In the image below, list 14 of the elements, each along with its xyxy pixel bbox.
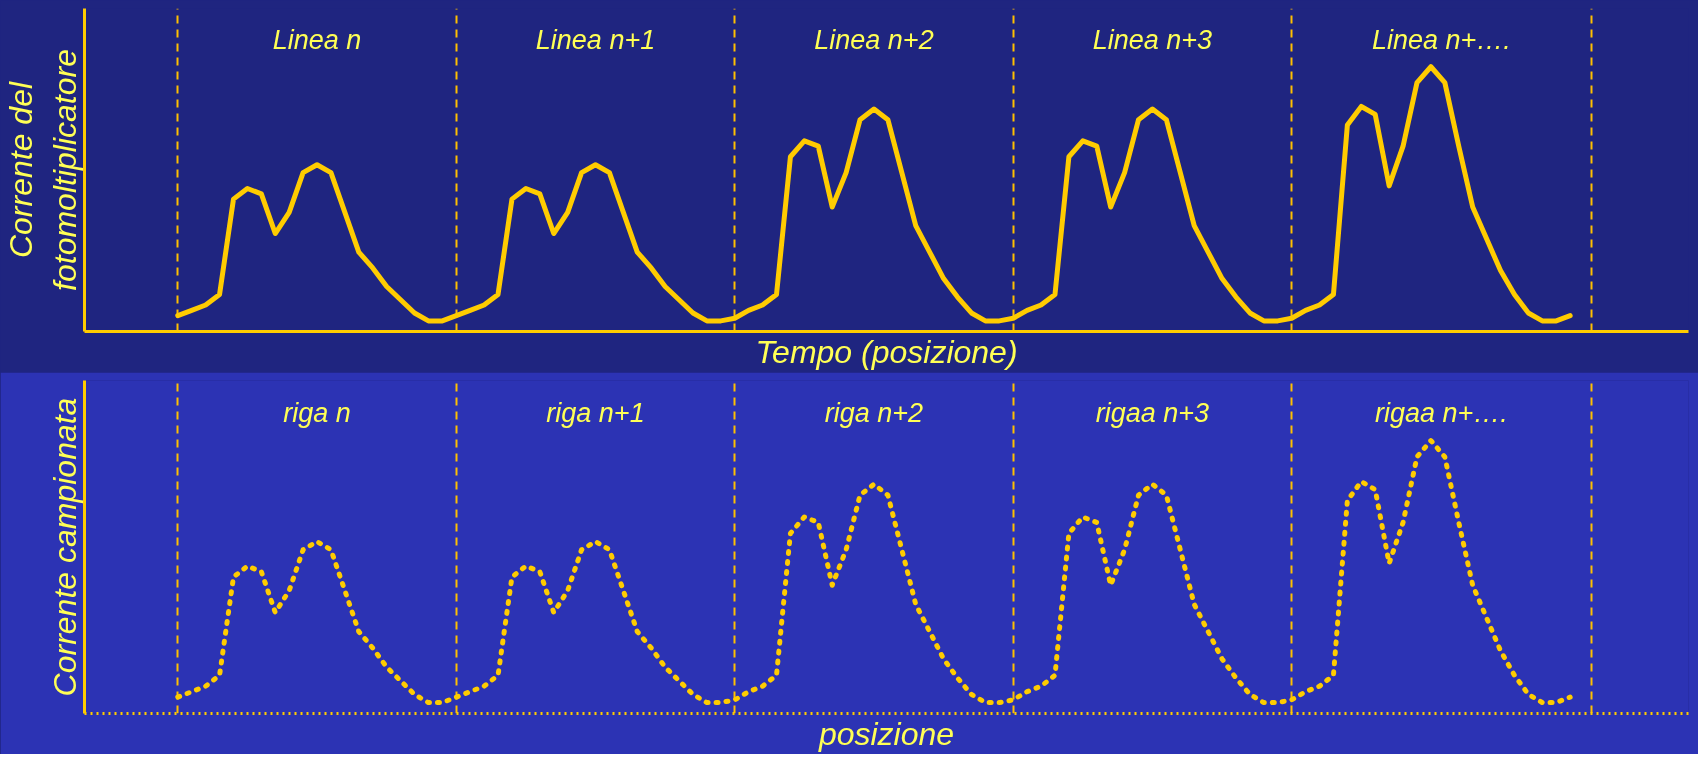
text: Linea n+….	[1371, 25, 1511, 56]
text: Linea n+2	[814, 25, 934, 56]
text: Linea n+3	[1092, 25, 1213, 56]
x-axis-title: posizione	[817, 715, 955, 752]
text: rigaa n+….	[1374, 398, 1508, 429]
text: riga n+2	[824, 398, 924, 429]
text: riga n	[283, 398, 351, 429]
x-axis-title: Tempo (posizione)	[755, 333, 1018, 370]
text: riga n+1	[546, 398, 645, 429]
y-axis-title: Corrente campionata	[46, 397, 83, 697]
text: rigaa n+3	[1095, 398, 1210, 429]
y-axis-title: Corrente del fotomoltiplicatore	[3, 49, 83, 291]
text: Linea n	[272, 25, 362, 56]
text: Linea n+1	[535, 25, 656, 56]
